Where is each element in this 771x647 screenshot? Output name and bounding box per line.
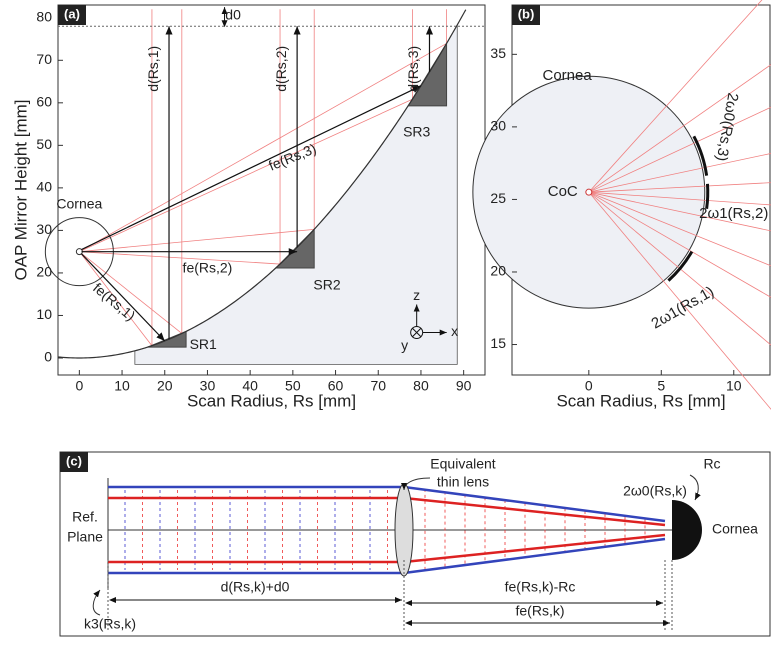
y-tick-label: 20 bbox=[36, 264, 52, 280]
panel-label: (b) bbox=[518, 6, 535, 21]
x-tick-label: 90 bbox=[456, 378, 472, 394]
y-tick-label: 40 bbox=[36, 179, 52, 195]
x-tick-label: 70 bbox=[370, 378, 386, 394]
annotation: z bbox=[413, 287, 420, 303]
annotation: y bbox=[401, 337, 408, 353]
annotation: Rc bbox=[703, 456, 720, 472]
y-tick-label: 50 bbox=[36, 136, 52, 152]
y-tick-label: 25 bbox=[490, 190, 506, 206]
annotation: SR2 bbox=[313, 276, 340, 292]
x-tick-label: 80 bbox=[413, 378, 429, 394]
annotation: Cornea bbox=[542, 67, 592, 84]
annotation: d(Rs,3) bbox=[405, 46, 421, 92]
panel-label: (a) bbox=[64, 6, 80, 21]
annotation: x bbox=[451, 323, 458, 339]
x-axis-label: Scan Radius, Rs [mm] bbox=[556, 391, 725, 410]
y-tick-label: 20 bbox=[490, 263, 506, 279]
annotation: k3(Rs,k) bbox=[84, 616, 136, 632]
x-axis-label: Scan Radius, Rs [mm] bbox=[187, 391, 356, 410]
annotation: fe(Rs,k)-Rc bbox=[505, 579, 576, 595]
annotation: Cornea bbox=[712, 521, 758, 537]
annotation: Cornea bbox=[56, 196, 102, 212]
annotation: CoC bbox=[548, 183, 578, 200]
annotation: Equivalent bbox=[430, 456, 495, 472]
coc bbox=[76, 249, 82, 255]
annotation: d(Rs,k)+d0 bbox=[221, 579, 290, 595]
y-tick-label: 30 bbox=[36, 221, 52, 237]
annotation: fe(Rs,k) bbox=[516, 603, 565, 619]
x-tick-label: 20 bbox=[157, 378, 173, 394]
annotation: 2ω0(Rs,k) bbox=[623, 483, 687, 499]
y-tick-label: 35 bbox=[490, 45, 506, 61]
annotation: thin lens bbox=[437, 474, 489, 490]
y-tick-label: 30 bbox=[490, 118, 506, 134]
y-tick-label: 70 bbox=[36, 51, 52, 67]
coc bbox=[586, 189, 592, 195]
y-tick-label: 10 bbox=[36, 306, 52, 322]
x-tick-label: 10 bbox=[114, 378, 130, 394]
annotation: SR1 bbox=[190, 336, 217, 352]
y-tick-label: 0 bbox=[44, 349, 52, 365]
annotation: d0 bbox=[225, 6, 241, 22]
annotation: Ref. bbox=[72, 509, 98, 525]
x-tick-label: 0 bbox=[75, 378, 83, 394]
thin-lens bbox=[395, 484, 413, 576]
y-tick-label: 60 bbox=[36, 94, 52, 110]
annotation: d(Rs,1) bbox=[145, 46, 161, 92]
annotation: fe(Rs,2) bbox=[183, 259, 233, 275]
annotation: Plane bbox=[67, 529, 103, 545]
annotation: 2ω1(Rs,2) bbox=[699, 205, 768, 222]
y-axis-label: OAP Mirror Height [mm] bbox=[11, 99, 30, 280]
annotation: SR3 bbox=[403, 123, 430, 139]
figure: 010203040506070809001020304050607080Scan… bbox=[0, 0, 771, 642]
y-tick-label: 15 bbox=[490, 335, 506, 351]
x-tick-label: 10 bbox=[726, 378, 742, 394]
panel-label: (c) bbox=[66, 453, 82, 468]
y-tick-label: 80 bbox=[36, 8, 52, 24]
annotation: d(Rs,2) bbox=[273, 46, 289, 92]
